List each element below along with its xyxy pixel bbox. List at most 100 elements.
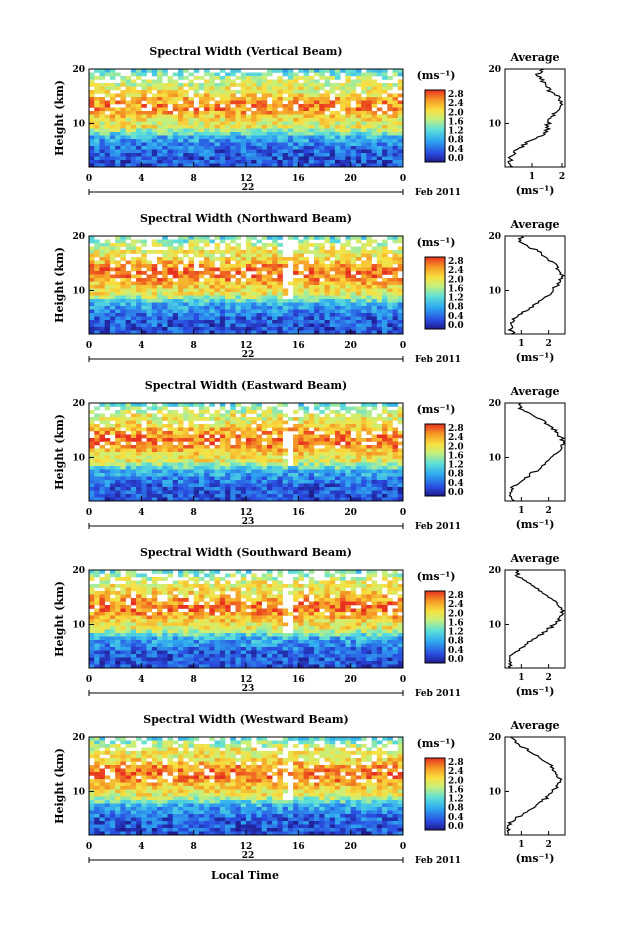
heatmap-cell bbox=[350, 111, 357, 115]
heatmap-cell bbox=[350, 413, 357, 418]
heatmap-cell bbox=[193, 427, 200, 432]
heatmap-cell bbox=[235, 243, 242, 247]
heatmap-cell bbox=[366, 483, 372, 488]
heatmap-cell bbox=[235, 480, 242, 484]
heatmap-cell bbox=[240, 288, 247, 293]
heatmap-cell bbox=[366, 323, 372, 328]
heatmap-cell bbox=[130, 417, 137, 421]
heatmap-cell bbox=[209, 306, 215, 310]
heatmap-cell bbox=[225, 490, 231, 495]
heatmap-cell bbox=[324, 445, 331, 449]
heatmap-cell bbox=[314, 97, 320, 101]
heatmap-cell bbox=[94, 480, 100, 484]
heatmap-cell bbox=[366, 410, 372, 414]
heatmap-cell bbox=[130, 473, 137, 477]
heatmap-cell bbox=[382, 128, 388, 133]
heatmap-cell bbox=[361, 438, 367, 442]
heatmap-cell bbox=[235, 271, 242, 275]
heatmap-cell bbox=[266, 591, 273, 595]
heatmap-cell bbox=[340, 459, 346, 463]
heatmap-cell bbox=[298, 577, 304, 581]
heatmap-cell bbox=[141, 441, 147, 446]
heatmap-cell bbox=[345, 302, 351, 307]
heatmap-cell bbox=[120, 97, 126, 101]
heatmap-cell bbox=[198, 281, 205, 286]
heatmap-cell bbox=[167, 320, 174, 324]
heatmap-cell bbox=[141, 466, 147, 470]
heatmap-cell bbox=[282, 330, 289, 335]
heatmap-cell bbox=[198, 236, 205, 240]
heatmap-cell bbox=[230, 410, 236, 414]
heatmap-cell bbox=[319, 250, 325, 254]
heatmap-cell bbox=[361, 580, 367, 585]
heatmap-cell bbox=[225, 267, 231, 272]
heatmap-cell bbox=[392, 163, 399, 168]
heatmap-cell bbox=[157, 239, 163, 244]
heatmap-cell bbox=[272, 239, 278, 244]
heatmap-cell bbox=[177, 90, 184, 94]
heatmap-cell bbox=[183, 594, 189, 599]
heatmap-cell bbox=[355, 76, 362, 80]
heatmap-cell bbox=[204, 295, 210, 300]
heatmap-cell bbox=[355, 302, 362, 307]
heatmap-cell bbox=[256, 121, 262, 126]
heatmap-cell bbox=[230, 330, 236, 335]
colorbar-tick-label: 2.4 bbox=[448, 99, 464, 109]
heatmap-cell bbox=[314, 128, 320, 133]
heatmap-cell bbox=[256, 327, 262, 331]
heatmap-cell bbox=[308, 327, 315, 331]
heatmap-cell bbox=[219, 264, 226, 268]
heatmap-cell bbox=[209, 330, 215, 335]
heatmap-cell bbox=[371, 445, 378, 449]
heatmap-cell bbox=[298, 494, 304, 498]
heatmap-cell bbox=[246, 473, 252, 477]
heatmap-cell bbox=[99, 316, 105, 321]
heatmap-cell bbox=[188, 271, 194, 275]
heatmap-cell bbox=[94, 149, 100, 154]
heatmap-cell bbox=[219, 142, 226, 147]
heatmap-cell bbox=[183, 250, 189, 254]
heatmap-cell bbox=[345, 424, 351, 428]
heatmap-cell bbox=[214, 417, 221, 421]
heatmap-cell bbox=[303, 100, 310, 105]
heatmap-cell bbox=[219, 306, 226, 310]
heatmap-cell bbox=[376, 497, 383, 502]
heatmap-cell bbox=[251, 100, 257, 105]
heatmap-cell bbox=[104, 288, 111, 293]
heatmap-cell bbox=[104, 406, 111, 411]
heatmap-cell bbox=[172, 118, 179, 122]
heatmap-cell bbox=[340, 313, 346, 317]
heatmap-cell bbox=[376, 476, 383, 481]
heatmap-cell bbox=[235, 434, 242, 439]
heatmap-cell bbox=[256, 320, 262, 324]
heatmap-cell bbox=[261, 285, 268, 289]
heatmap-cell bbox=[246, 476, 252, 481]
heatmap-cell bbox=[198, 76, 205, 80]
heatmap-cell bbox=[209, 299, 215, 303]
heatmap-cell bbox=[345, 93, 351, 98]
heatmap-cell bbox=[94, 107, 100, 112]
heatmap-cell bbox=[193, 69, 200, 73]
heatmap-cell bbox=[272, 125, 278, 129]
heatmap-cell bbox=[183, 135, 189, 140]
heatmap-cell bbox=[162, 330, 168, 335]
heatmap-cell bbox=[387, 448, 393, 453]
heatmap-cell bbox=[350, 306, 357, 310]
heatmap-cell bbox=[141, 149, 147, 154]
heatmap-cell bbox=[376, 434, 383, 439]
heatmap-cell bbox=[246, 330, 252, 335]
heatmap-cell bbox=[141, 285, 147, 289]
heatmap-cell bbox=[225, 323, 231, 328]
heatmap-cell bbox=[361, 285, 367, 289]
heatmap-cell bbox=[141, 445, 147, 449]
heatmap-cell bbox=[277, 455, 283, 460]
heatmap-cell bbox=[261, 327, 268, 331]
heatmap-cell bbox=[230, 313, 236, 317]
day-label: 22 bbox=[242, 183, 255, 193]
heatmap-cell bbox=[246, 417, 252, 421]
heatmap-cell bbox=[350, 420, 357, 425]
heatmap-cell bbox=[204, 146, 210, 150]
heatmap-cell bbox=[282, 494, 289, 498]
heatmap-cell bbox=[172, 281, 179, 286]
heatmap-cell bbox=[303, 466, 310, 470]
